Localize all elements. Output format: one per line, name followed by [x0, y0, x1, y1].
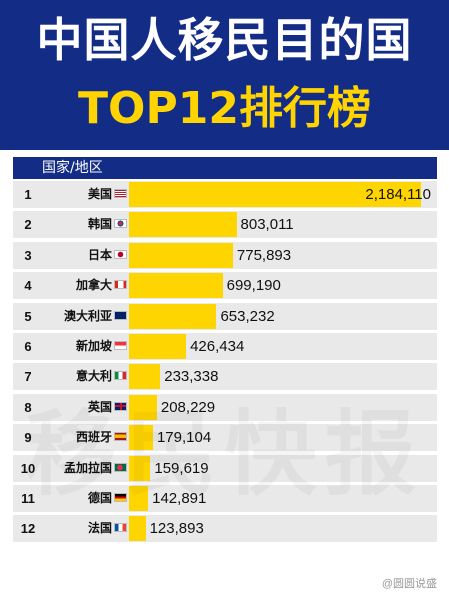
rank-label: 2	[24, 217, 32, 233]
table-row: 4 加拿大 699,190	[13, 272, 437, 300]
rank-label: 9	[24, 430, 32, 446]
table-row: 3 日本 775,893	[13, 241, 437, 269]
value-label: 159,619	[154, 459, 209, 477]
country-label: 日本	[88, 242, 127, 269]
country-label: 加拿大	[76, 272, 127, 299]
country-name: 日本	[87, 247, 112, 262]
table-header: 国家/地区	[13, 157, 437, 179]
bar	[129, 516, 146, 542]
bar	[129, 242, 233, 268]
rank-label: 8	[24, 399, 32, 415]
country-label: 美国	[88, 181, 127, 208]
bar	[129, 273, 223, 299]
flag-ca-icon	[114, 280, 127, 290]
flag-de-icon	[114, 493, 127, 502]
country-label: 德国	[88, 485, 127, 512]
rank-label: 1	[24, 187, 32, 202]
title-line-1: 中国人移民目的国	[36, 13, 413, 67]
country-name: 美国	[87, 187, 112, 201]
country-name: 韩国	[87, 217, 112, 232]
bar	[129, 303, 217, 329]
flag-it-icon	[114, 371, 127, 381]
country-name: 法国	[87, 521, 112, 536]
country-label: 英国	[88, 394, 127, 421]
country-label: 孟加拉国	[64, 455, 127, 482]
flag-us-icon	[114, 189, 127, 198]
table-row: 5 澳大利亚 653,232	[13, 302, 437, 330]
country-label: 西班牙	[76, 424, 127, 451]
flag-fr-icon	[114, 523, 127, 533]
bar	[129, 182, 422, 207]
rank-label: 4	[24, 278, 32, 294]
rank-label: 12	[20, 521, 36, 537]
country-name: 孟加拉国	[63, 460, 112, 475]
rank-label: 11	[21, 491, 35, 506]
value-label: 699,190	[226, 277, 281, 295]
country-name: 英国	[87, 399, 112, 414]
header-banner: 中国人移民目的国 TOP12排行榜	[0, 0, 449, 150]
country-label: 新加坡	[76, 333, 127, 360]
table-row: 8 英国 208,229	[13, 393, 437, 421]
country-name: 德国	[87, 491, 112, 505]
rank-label: 5	[24, 308, 32, 324]
table-row: 2 韩国 803,011	[13, 211, 437, 239]
country-name: 西班牙	[75, 430, 112, 445]
flag-kr-icon	[114, 219, 127, 229]
country-name: 新加坡	[75, 339, 112, 353]
flag-gb-icon	[114, 401, 127, 411]
table-row: 7 意大利 233,338	[13, 363, 437, 391]
value-label: 233,338	[164, 368, 219, 386]
rank-label: 7	[24, 369, 32, 385]
country-label: 法国	[88, 515, 127, 542]
table-row: 6 新加坡 426,434	[13, 333, 437, 360]
bar	[129, 334, 187, 359]
table-row: 9 西班牙 179,104	[13, 424, 437, 452]
flag-jp-icon	[114, 249, 127, 259]
country-label: 澳大利亚	[64, 303, 127, 330]
table-row: 12 法国 123,893	[13, 515, 437, 543]
rank-label: 6	[24, 339, 32, 354]
value-label: 123,893	[149, 520, 204, 538]
rank-label: 10	[20, 460, 36, 476]
country-label: 韩国	[88, 211, 127, 238]
flag-au-icon	[114, 310, 127, 320]
table-row: 10 孟加拉国 159,619	[13, 454, 437, 482]
value-label: 775,893	[236, 246, 292, 264]
country-name: 澳大利亚	[63, 308, 112, 323]
table-row: 11 德国 142,891	[13, 485, 437, 512]
bar	[129, 212, 237, 238]
table-row: 1 美国 2,184,110	[13, 181, 437, 208]
value-label: 653,232	[220, 307, 275, 325]
flag-es-icon	[114, 432, 127, 442]
country-name: 加拿大	[75, 278, 112, 293]
value-label: 426,434	[190, 338, 245, 355]
value-label: 179,104	[156, 429, 212, 447]
source-label: @圆圆说盛	[381, 578, 437, 590]
bar	[129, 394, 157, 420]
value-label: 208,229	[160, 398, 216, 416]
country-name: 意大利	[75, 369, 112, 384]
rank-label: 3	[24, 247, 32, 263]
value-label: 803,011	[240, 216, 294, 234]
bar	[129, 455, 151, 481]
title-line-2: TOP12排行榜	[78, 83, 371, 134]
flag-bd-icon	[114, 462, 127, 472]
country-label: 意大利	[76, 363, 127, 390]
value-label: 2,184,110	[365, 186, 431, 203]
bar	[129, 364, 161, 390]
column-header-country: 国家/地区	[42, 160, 103, 176]
flag-sg-icon	[114, 341, 127, 350]
bar	[129, 486, 149, 511]
value-label: 142,891	[152, 490, 207, 507]
bar	[129, 425, 153, 451]
